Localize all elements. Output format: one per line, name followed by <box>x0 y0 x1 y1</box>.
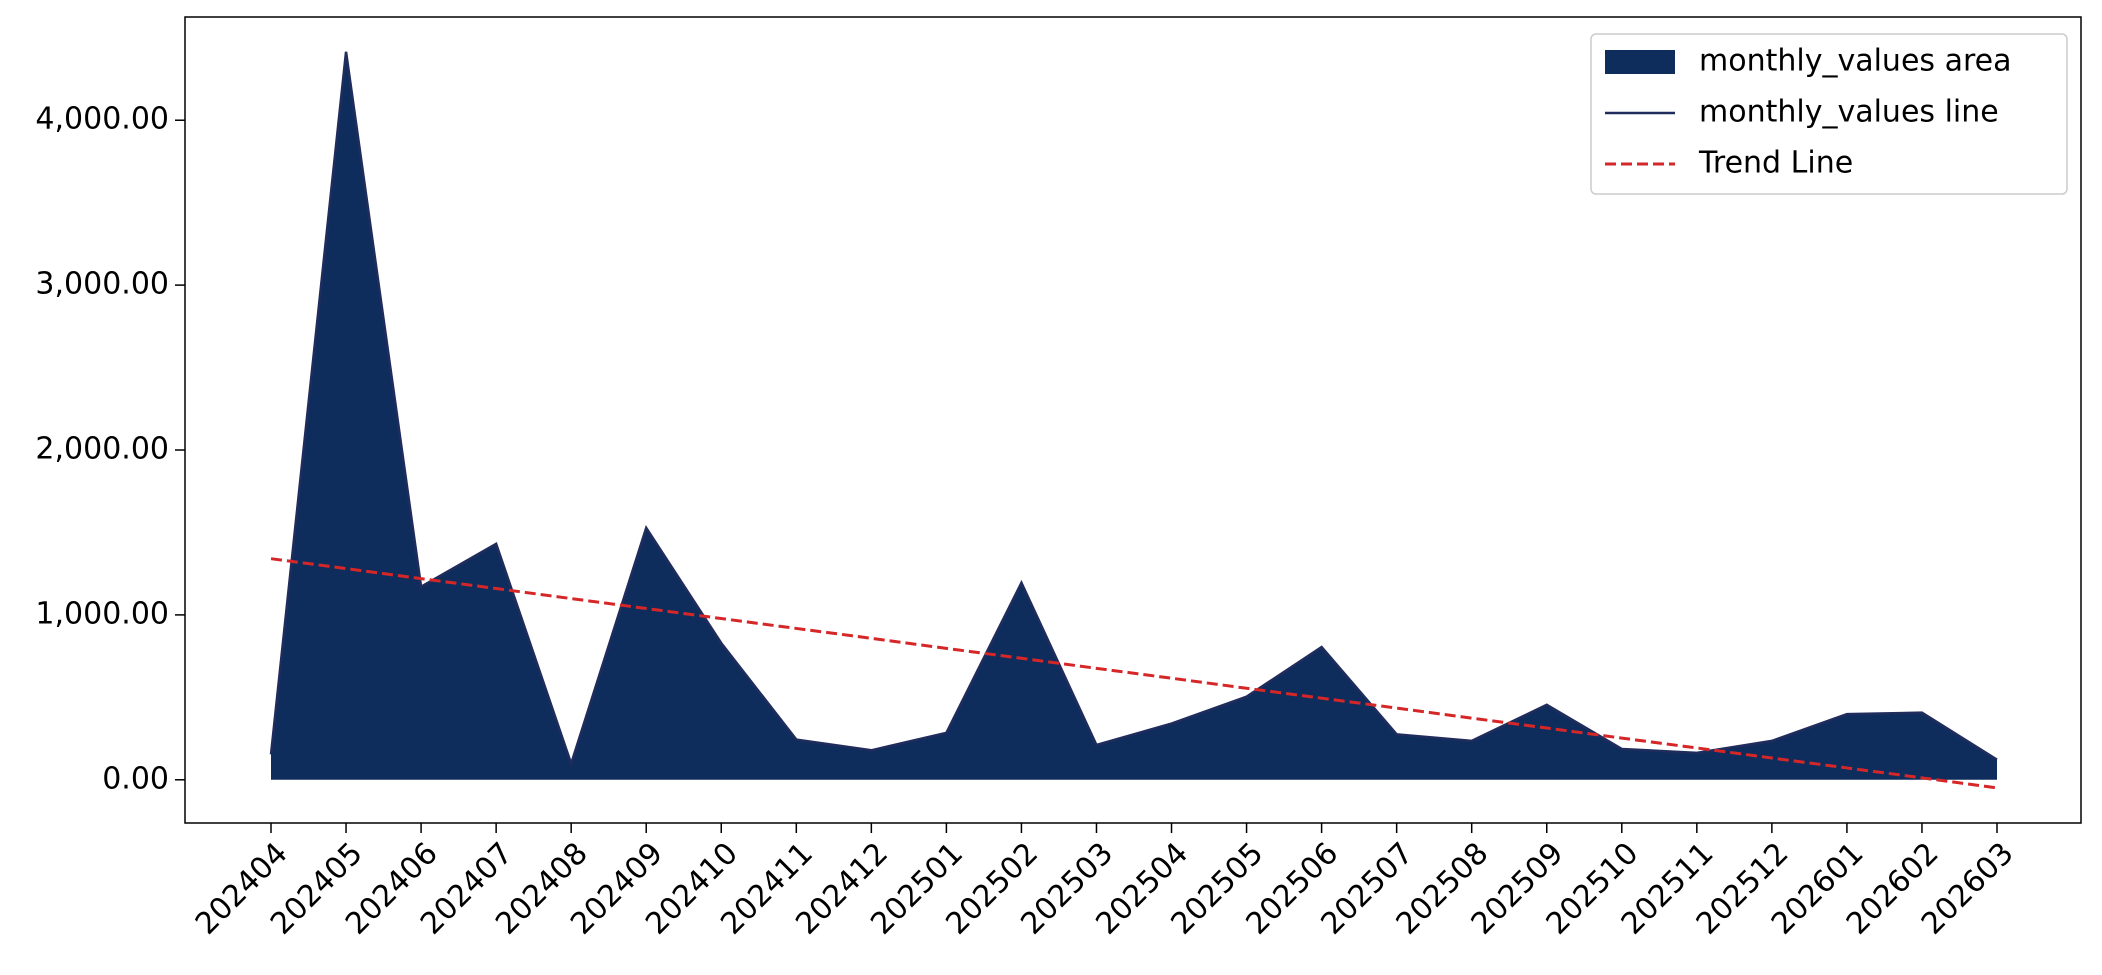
area <box>271 51 1997 780</box>
y-tick-label: 4,000.00 <box>35 102 169 137</box>
plot-frame <box>184 16 2082 824</box>
legend-label: monthly_values line <box>1699 95 1999 130</box>
legend-box <box>1590 33 2068 195</box>
y-tick-label: 1,000.00 <box>35 596 169 631</box>
y-tick-label: 3,000.00 <box>35 267 169 302</box>
y-tick-label: 2,000.00 <box>35 432 169 467</box>
y-tick-label: 0.00 <box>102 761 169 796</box>
legend-label: Trend Line <box>1698 146 1853 181</box>
trend-line <box>270 557 1998 790</box>
legend-swatch <box>1605 50 1675 74</box>
legend-label: monthly_values area <box>1699 44 2011 79</box>
line <box>269 51 1998 768</box>
